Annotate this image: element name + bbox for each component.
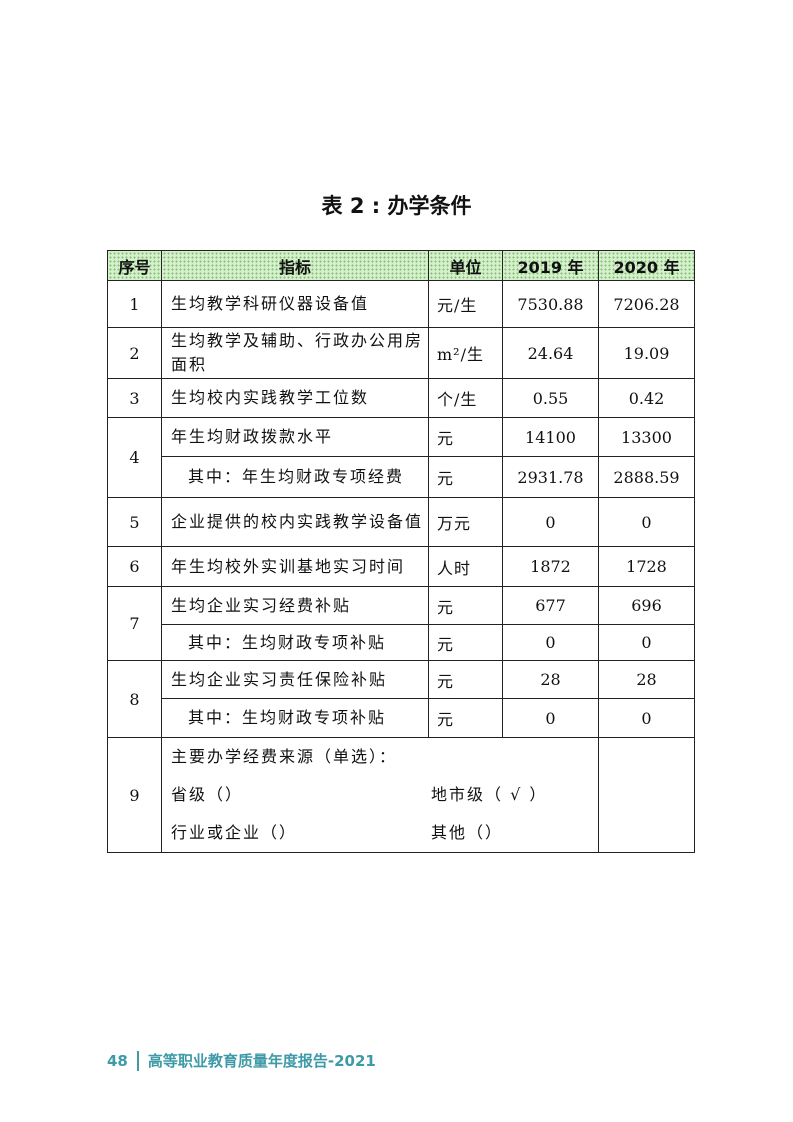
option-industry: 行业或企业（） [171, 823, 298, 842]
table-row: 5 企业提供的校内实践教学设备值 万元 0 0 [107, 497, 695, 547]
unit-cell: m²/生 [428, 327, 503, 379]
table-row: 4 年生均财政拨款水平元 14100 13300 [107, 417, 695, 498]
indicator-cell: 生均教学科研仪器设备值 [161, 280, 429, 328]
value-2019-cell: 0 [502, 624, 599, 661]
option-other: 其他（） [431, 823, 504, 842]
value-2020-cell: 7206.28 [598, 280, 695, 328]
seq-cell: 2 [107, 327, 162, 379]
header-indicator: 指标 [161, 250, 429, 281]
seq-cell: 3 [107, 378, 162, 418]
unit-cell: 元 [428, 660, 503, 699]
indicator-cell: 生均企业实习责任保险补贴 [161, 660, 429, 699]
table-row: 其中：生均财政专项补贴元 0 0 [108, 698, 695, 738]
indicator-cell: 年生均校外实训基地实习时间 [161, 546, 429, 587]
value-2019-cell: 28 [502, 660, 599, 699]
table-row: 其中：生均财政专项补贴元 0 0 [108, 624, 695, 661]
value-2019-cell: 24.64 [502, 327, 599, 379]
footer-divider [136, 1050, 139, 1071]
unit-cell: 元 [428, 698, 503, 738]
value-2019-cell: 677 [502, 586, 599, 625]
unit-cell: 元 [428, 417, 503, 457]
table-row: 8 生均企业实习责任保险补贴元 28 28 [107, 660, 695, 738]
report-title: 高等职业教育质量年度报告-2021 [147, 1052, 376, 1070]
value-2020-cell: 2888.59 [598, 456, 695, 498]
sub-indicator-cell: 其中：年生均财政专项经费 [161, 456, 429, 498]
value-2019-cell: 7530.88 [502, 280, 599, 328]
seq-cell: 7 [107, 586, 162, 661]
value-2020-cell: 0.42 [598, 378, 695, 418]
value-2019-cell: 14100 [502, 417, 599, 457]
funding-source-cell: 主要办学经费来源（单选）： 省级（） 地市级（ √ ） 行业或企业（） 其他（） [161, 737, 599, 853]
value-2020-cell: 0 [598, 624, 695, 661]
value-2020-cell: 696 [598, 586, 695, 625]
seq-cell: 9 [107, 737, 162, 853]
header-2020: 2020 年 [598, 250, 695, 281]
funding-heading: 主要办学经费来源（单选）： [171, 747, 398, 766]
value-2020-cell: 0 [598, 497, 695, 547]
header-2019: 2019 年 [502, 250, 599, 281]
sub-indicator-cell: 其中：生均财政专项补贴 [161, 698, 429, 738]
unit-cell: 元/生 [428, 280, 503, 328]
empty-cell [598, 737, 695, 853]
table-row: 7 生均企业实习经费补贴元 677 696 [107, 586, 695, 661]
seq-cell: 6 [107, 546, 162, 587]
unit-cell: 个/生 [428, 378, 503, 418]
seq-cell: 1 [107, 280, 162, 328]
header-seq: 序号 [107, 250, 162, 281]
value-2019-cell: 1872 [502, 546, 599, 587]
value-2019-cell: 0 [502, 497, 599, 547]
indicator-cell: 年生均财政拨款水平 [161, 417, 429, 457]
page-footer: 48 高等职业教育质量年度报告-2021 [107, 1050, 376, 1071]
unit-cell: 人时 [428, 546, 503, 587]
table-row: 6 年生均校外实训基地实习时间 人时 1872 1728 [107, 546, 695, 587]
table-row: 3 生均校内实践教学工位数 个/生 0.55 0.42 [107, 378, 695, 418]
indicator-cell: 生均企业实习经费补贴 [161, 586, 429, 625]
indicator-cell: 生均校内实践教学工位数 [161, 378, 429, 418]
value-2019-cell: 0 [502, 698, 599, 738]
unit-cell: 元 [428, 456, 503, 498]
table-row: 2 生均教学及辅助、行政办公用房面积 m²/生 24.64 19.09 [107, 327, 695, 379]
value-2020-cell: 28 [598, 660, 695, 699]
indicator-cell: 企业提供的校内实践教学设备值 [161, 497, 429, 547]
table-row-funding: 9 主要办学经费来源（单选）： 省级（） 地市级（ √ ） 行业或企业（） 其他（） [107, 737, 695, 853]
value-2020-cell: 0 [598, 698, 695, 738]
header-unit: 单位 [428, 250, 503, 281]
table-row: 其中：年生均财政专项经费元 2931.78 2888.59 [108, 456, 695, 498]
table-row: 1 生均教学科研仪器设备值 元/生 7530.88 7206.28 [107, 280, 695, 328]
unit-cell: 元 [428, 586, 503, 625]
value-2020-cell: 13300 [598, 417, 695, 457]
option-municipal: 地市级（ √ ） [431, 785, 548, 804]
seq-cell: 8 [107, 660, 162, 738]
unit-cell: 元 [428, 624, 503, 661]
school-conditions-table: 序号 指标 单位 2019 年 2020 年 1 生均教学科研仪器设备值 元/生 75… [107, 250, 695, 853]
header-row: 序号 指标 单位 2019 年 2020 年 [107, 250, 695, 281]
value-2020-cell: 1728 [598, 546, 695, 587]
seq-cell: 5 [107, 497, 162, 547]
sub-indicator-cell: 其中：生均财政专项补贴 [161, 624, 429, 661]
table-title: 表 2 : 办学条件 [321, 194, 472, 218]
indicator-cell: 生均教学及辅助、行政办公用房面积 [161, 327, 429, 379]
option-provincial: 省级（） [171, 785, 244, 804]
value-2020-cell: 19.09 [598, 327, 695, 379]
seq-cell: 4 [107, 417, 162, 498]
unit-cell: 万元 [428, 497, 503, 547]
value-2019-cell: 0.55 [502, 378, 599, 418]
page-number: 48 [107, 1051, 128, 1070]
value-2019-cell: 2931.78 [502, 456, 599, 498]
